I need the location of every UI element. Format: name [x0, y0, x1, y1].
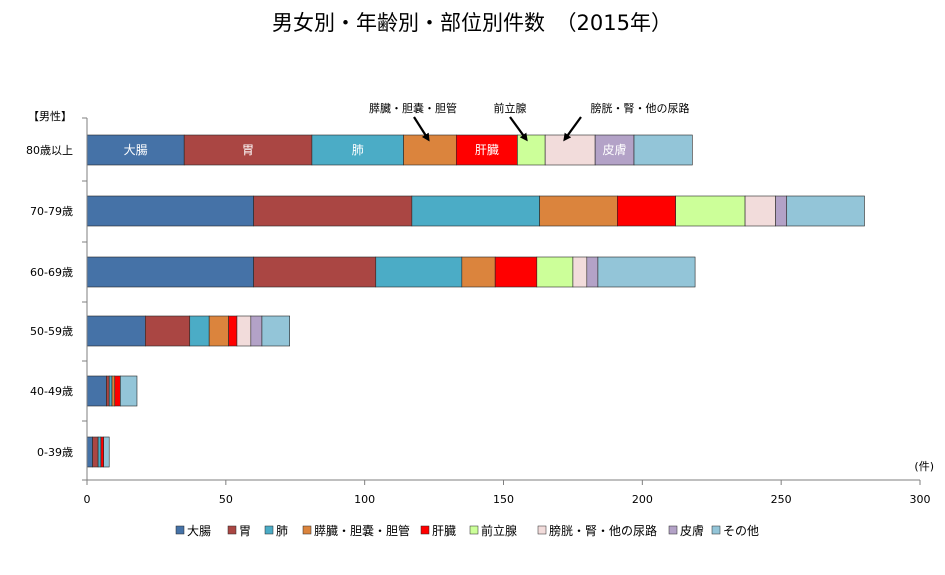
- legend-swatch: [469, 525, 479, 535]
- annotation-label: 膵臓・胆嚢・胆管: [369, 101, 457, 115]
- bar-segment: [403, 134, 457, 166]
- bar-segment: [100, 436, 104, 468]
- category-label: 80歳以上: [26, 144, 73, 157]
- bar-segment: [461, 256, 496, 288]
- bar-segment: [114, 375, 121, 407]
- legend-swatch: [227, 525, 237, 535]
- legend-entry: 皮膚: [680, 523, 704, 538]
- x-tick-label: 50: [219, 493, 233, 506]
- bar-segment: [539, 195, 618, 227]
- legend: 大腸 胃 肺 膵臓・胆嚢・胆管 肝臓 前立腺 膀胱・腎・他の尿路 皮膚 その他: [175, 523, 759, 538]
- annotation-arrow: [413, 116, 430, 142]
- unit-label: (件): [914, 460, 934, 473]
- bar-segment: [311, 134, 404, 166]
- bar-segment: [786, 195, 865, 227]
- legend-swatch: [264, 525, 274, 535]
- bar-segment: [594, 134, 635, 166]
- segment-label: 肝臓: [475, 143, 499, 157]
- category-label: 70-79歳: [30, 205, 73, 218]
- bar-segment: [411, 195, 540, 227]
- annotations-layer: 膵臓・胆嚢・胆管 前立腺 膀胱・腎・他の尿路: [369, 101, 690, 142]
- bar-segment: [494, 256, 538, 288]
- annotation-label: 前立腺: [494, 101, 527, 115]
- bar-segment: [86, 375, 107, 407]
- chart-title: 男女別・年齢別・部位別件数 （2015年）: [272, 11, 672, 35]
- legend-swatch: [420, 525, 430, 535]
- bar-segment: [775, 195, 788, 227]
- bar-segment: [455, 134, 518, 166]
- category-label: 50-59歳: [30, 325, 73, 338]
- legend-entry: 膵臓・胆嚢・胆管: [314, 523, 410, 538]
- segment-label: 肺: [352, 143, 364, 157]
- legend-entry: 肝臓: [432, 524, 456, 538]
- bar-segment: [250, 315, 263, 347]
- legend-entry: 膀胱・腎・他の尿路: [549, 523, 657, 538]
- group-label: 【男性】: [28, 109, 72, 123]
- bar-segment: [253, 256, 377, 288]
- x-tick-label: 200: [632, 493, 653, 506]
- bar-segment: [145, 315, 191, 347]
- legend-entry: その他: [723, 524, 759, 538]
- category-label: 40-49歳: [30, 385, 73, 398]
- segment-label: 大腸: [124, 143, 148, 157]
- x-tick-label: 150: [493, 493, 514, 506]
- axes-layer: 80歳以上 70-79歳 60-69歳 50-59歳 40-49歳 0-39歳 0 50 100…: [26, 117, 931, 506]
- bar-segment: [597, 256, 696, 288]
- bar-segment: [617, 195, 676, 227]
- annotation-arrow: [563, 116, 582, 142]
- bar-segment: [120, 375, 138, 407]
- bar-segment: [517, 134, 546, 166]
- bars-layer: 大腸 胃 肺 肝臓 皮膚: [86, 134, 865, 468]
- bar-segment: [92, 436, 99, 468]
- x-tick-label: 300: [910, 493, 931, 506]
- category-label: 60-69歳: [30, 266, 73, 279]
- legend-swatch: [175, 525, 185, 535]
- x-tick-label: 250: [771, 493, 792, 506]
- bar-segment: [744, 195, 776, 227]
- bar-segment: [86, 195, 254, 227]
- bar-segment: [228, 315, 238, 347]
- legend-swatch: [537, 525, 547, 535]
- segment-label: 皮膚: [603, 142, 627, 157]
- bar-segment: [236, 315, 252, 347]
- legend-entry: 前立腺: [481, 523, 517, 538]
- legend-swatch: [668, 525, 678, 535]
- bar-segment: [675, 195, 746, 227]
- bar-segment: [103, 436, 110, 468]
- annotation-label: 膀胱・腎・他の尿路: [591, 101, 690, 115]
- legend-swatch: [711, 525, 721, 535]
- legend-entry: 胃: [239, 524, 251, 538]
- legend-swatch: [302, 525, 312, 535]
- bar-segment: [106, 375, 110, 407]
- bar-segment: [261, 315, 290, 347]
- bar-segment: [544, 134, 596, 166]
- bar-segment: [111, 375, 116, 407]
- bar-segment: [86, 436, 93, 468]
- category-label: 0-39歳: [37, 446, 73, 459]
- bar-segment: [572, 256, 588, 288]
- bar-segment: [536, 256, 574, 288]
- legend-entry: 肺: [276, 524, 288, 538]
- bar-segment: [97, 436, 102, 468]
- bar-segment: [86, 134, 185, 166]
- bar-segment: [633, 134, 693, 166]
- bar-segment: [208, 315, 229, 347]
- bar-segment: [86, 256, 254, 288]
- bar-segment: [189, 315, 210, 347]
- bar-segment: [108, 375, 113, 407]
- x-tick-label: 0: [84, 493, 91, 506]
- bar-segment: [375, 256, 463, 288]
- legend-entry: 大腸: [187, 524, 211, 538]
- bar-segment: [183, 134, 313, 166]
- bar-segment: [253, 195, 413, 227]
- bar-segment: [86, 315, 146, 347]
- bar-segment: [586, 256, 599, 288]
- annotation-arrow: [509, 116, 528, 142]
- segment-label: 胃: [242, 143, 254, 157]
- x-tick-label: 100: [354, 493, 375, 506]
